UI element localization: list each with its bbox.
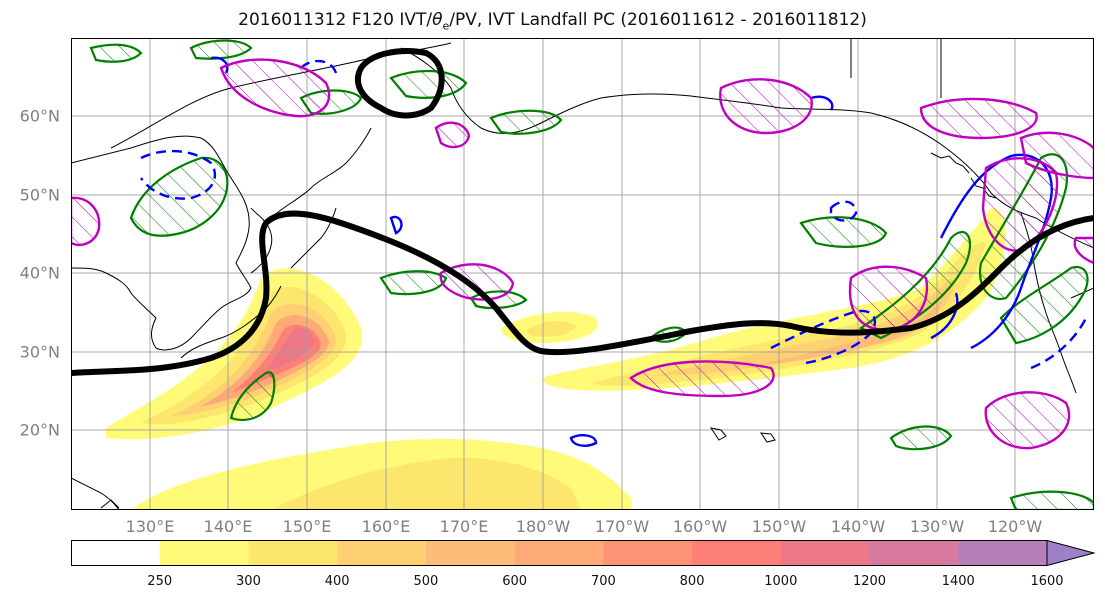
colorbar-tick-label: 250 — [147, 574, 173, 589]
lon-label-180w: 180°W — [515, 517, 571, 536]
lon-label-170e: 170°E — [439, 517, 489, 536]
colorbar-segment — [869, 540, 959, 566]
colorbar-tick-label: 1400 — [941, 574, 975, 589]
colorbar-segment — [159, 540, 249, 566]
lat-label-40: 40°N — [19, 263, 60, 283]
lon-label-140w: 140°W — [830, 517, 886, 536]
colorbar-extend-arrow — [1046, 540, 1095, 566]
colorbar-outline — [71, 540, 1048, 566]
ivt-shading-south — [131, 438, 631, 510]
lon-label-160w: 160°W — [672, 517, 728, 536]
colorbar-tick-label: 800 — [679, 574, 705, 589]
lon-label-120w: 120°W — [987, 517, 1043, 536]
lon-label-130e: 130°E — [125, 517, 175, 536]
colorbar-tick-label: 1000 — [764, 574, 798, 589]
colorbar-segment — [514, 540, 604, 566]
colorbar-tick-label: 600 — [502, 574, 528, 589]
lon-label-150e: 150°E — [282, 517, 332, 536]
map-panel — [71, 38, 1094, 510]
colorbar-tick-label: 700 — [590, 574, 616, 589]
colorbar-segment — [248, 540, 338, 566]
colorbar-segment — [603, 540, 693, 566]
jet-streamline — [71, 48, 1094, 376]
ivt-colorbar — [71, 540, 1095, 566]
lon-label-160e: 160°E — [361, 517, 411, 536]
colorbar-tick-label: 500 — [413, 574, 439, 589]
ivt-shading-west — [106, 268, 363, 440]
lat-label-30: 30°N — [19, 342, 60, 362]
colorbar-tick-label: 300 — [236, 574, 261, 589]
colorbar-segment — [780, 540, 871, 566]
colorbar-tick-label: 1200 — [852, 574, 887, 589]
chart-title: 2016011312 F120 IVT/θe/PV, IVT Landfall … — [238, 10, 867, 33]
colorbar-segment — [337, 540, 427, 566]
colorbar-segment — [958, 540, 1048, 566]
colorbar-segment — [692, 540, 782, 566]
lon-label-150w: 150°W — [751, 517, 807, 536]
lon-label-130w: 130°W — [909, 517, 965, 536]
lat-label-60: 60°N — [19, 106, 60, 126]
colorbar-tick-label: 400 — [324, 574, 350, 589]
lat-label-50: 50°N — [19, 185, 60, 205]
colorbar-segments — [71, 540, 1048, 566]
lon-label-170w: 170°W — [594, 517, 650, 536]
lon-label-140e: 140°E — [203, 517, 253, 536]
pc-landfall-contours — [71, 58, 1094, 450]
colorbar-tick-label: 1600 — [1030, 574, 1064, 589]
colorbar-segment — [425, 540, 516, 566]
lat-label-20: 20°N — [19, 420, 60, 440]
colorbar-segment — [71, 540, 161, 566]
